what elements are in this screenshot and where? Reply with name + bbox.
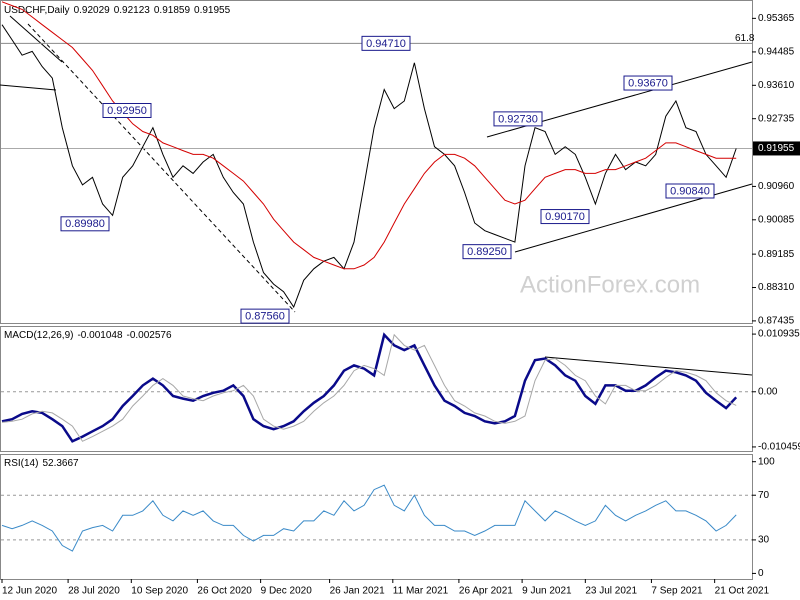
rsi-title: RSI(14): [4, 458, 38, 469]
trend-line: [9, 15, 63, 63]
macd-panel: [0, 326, 753, 452]
close: 0.91955: [194, 5, 231, 16]
y-tick-label: 0.010935: [758, 329, 800, 340]
y-tick-label: 0.87435: [758, 316, 795, 327]
price-annotation: 0.90840: [670, 185, 710, 197]
rsi-header: RSI(14) 52.3667: [4, 458, 79, 469]
price-annotation-box: [102, 102, 152, 118]
price-annotation-box: [540, 209, 590, 225]
rsi-panel: [0, 454, 753, 580]
x-tick-label: 9 Jun 2021: [522, 586, 572, 597]
x-tick-label: 9 Dec 2020: [261, 586, 313, 597]
price-annotation: 0.89250: [467, 246, 507, 258]
price-annotation: 0.89980: [65, 218, 105, 230]
y-tick-label: 0.92735: [758, 113, 795, 124]
y-tick-label: 0.90085: [758, 214, 795, 225]
rsi-reading: 52.3667: [42, 458, 79, 469]
price-annotation-box: [361, 35, 411, 51]
price-annotation-box: [493, 111, 543, 127]
current-price-label: 0.91955: [758, 143, 795, 154]
symbol: USDCHF,Daily: [4, 5, 70, 16]
series-line: [1, 333, 737, 442]
price-header: USDCHF,Daily 0.92029 0.92123 0.91859 0.91955: [4, 5, 231, 16]
y-tick-label: 0.93610: [758, 80, 795, 91]
y-tick-label: 0.95365: [758, 13, 795, 24]
low: 0.91859: [154, 5, 191, 16]
x-tick-label: 28 Jul 2020: [68, 586, 120, 597]
y-tick-label: -0.010459: [758, 442, 800, 453]
trend-line: [0, 84, 57, 91]
signal-reading: -0.002576: [127, 330, 172, 341]
x-tick-label: 12 Jun 2020: [2, 586, 57, 597]
y-tick-label: 30: [758, 535, 770, 546]
price-annotation-box: [60, 216, 110, 232]
x-tick-label: 23 Jul 2021: [585, 586, 637, 597]
y-tick-label: 0.94485: [758, 47, 795, 58]
y-tick-label: 0.00: [758, 386, 778, 397]
x-tick-label: 11 Mar 2021: [393, 586, 449, 597]
series-line: [1, 484, 737, 552]
macd-header: MACD(12,26,9) -0.001048 -0.002576: [4, 330, 172, 341]
price-annotation: 0.90170: [545, 211, 585, 223]
macd-trend-line: [544, 356, 753, 376]
y-tick-label: 0.90960: [758, 181, 795, 192]
x-tick-label: 26 Apr 2021: [459, 586, 513, 597]
current-price-box: [753, 141, 800, 156]
fib-label: 61.8: [735, 33, 755, 44]
x-tick-label: 26 Oct 2020: [197, 586, 252, 597]
y-tick-label: 0: [758, 568, 764, 579]
open: 0.92029: [74, 5, 111, 16]
y-tick-label: 0.89185: [758, 249, 795, 260]
y-tick-label: 100: [758, 456, 775, 467]
trend-line: [27, 23, 296, 313]
series-line: [1, 332, 738, 443]
price-annotation: 0.92950: [107, 105, 147, 117]
macd-title: MACD(12,26,9): [4, 330, 73, 341]
x-tick-label: 10 Sep 2020: [131, 586, 188, 597]
price-annotation: 0.94710: [366, 38, 406, 50]
price-annotation-box: [240, 308, 290, 324]
x-tick-label: 26 Jan 2021: [330, 586, 385, 597]
watermark: ActionForex.com: [520, 271, 700, 298]
macd-reading: -0.001048: [77, 330, 122, 341]
price-annotation-box: [462, 244, 512, 260]
price-panel: [0, 0, 753, 324]
high: 0.92123: [114, 5, 151, 16]
x-tick-label: 21 Oct 2021: [715, 586, 770, 597]
price-annotation: 0.93670: [628, 77, 668, 89]
price-annotation: 0.87560: [245, 311, 285, 323]
price-annotation: 0.92730: [498, 113, 538, 125]
price-annotation-box: [665, 183, 715, 199]
y-tick-label: 0.88310: [758, 282, 795, 293]
x-tick-label: 7 Sep 2021: [651, 586, 703, 597]
series-line: [1, 24, 737, 309]
price-annotation-box: [623, 75, 673, 91]
y-tick-label: 70: [758, 490, 770, 501]
